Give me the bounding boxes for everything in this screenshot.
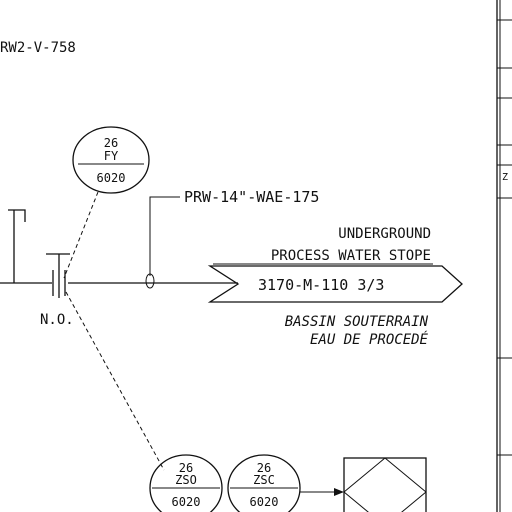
left-bracket-symbol (8, 209, 26, 222)
zso-letters: ZSO (175, 473, 197, 487)
zso-signal-line (65, 291, 165, 471)
zsc-number: 26 (257, 461, 271, 475)
instrument-bubble-zsc[interactable]: 26 ZSC 6020 (227, 454, 301, 512)
destination-fr-line1: BASSIN SOUTERRAIN (285, 314, 429, 330)
pipe-tag: PRW-14"-WAE-175 (184, 188, 319, 206)
zsc-loop: 6020 (250, 495, 279, 509)
fy-signal-line (63, 191, 99, 279)
offpage-reference: 3170-M-110 3/3 (258, 276, 384, 294)
instrument-bubble-fy[interactable]: 26 FY 6020 (72, 126, 150, 194)
fy-letters: FY (104, 149, 119, 163)
valve-symbol[interactable] (46, 253, 70, 298)
fy-number: 26 (104, 136, 118, 150)
destination-line1: UNDERGROUND (338, 226, 431, 242)
pipe-tag-leader-node (145, 273, 155, 289)
zsc-letters: ZSC (253, 473, 275, 487)
zso-loop: 6020 (172, 495, 201, 509)
destination-fr-line2: EAU DE PROCEDÉ (310, 331, 429, 348)
logic-box[interactable] (343, 457, 427, 512)
fy-loop: 6020 (97, 171, 126, 185)
title-block-border (496, 0, 512, 512)
instrument-bubble-zso[interactable]: 26 ZSO 6020 (149, 454, 223, 512)
destination-line2: PROCESS WATER STOPE (271, 248, 431, 264)
pipe-tag-leader (149, 196, 180, 276)
connection-arrow (334, 488, 344, 496)
offpage-connector[interactable] (207, 265, 463, 303)
top-line-tag: RW2-V-758 (0, 40, 76, 56)
side-fragment: Z (502, 172, 508, 183)
valve-state-label: N.O. (40, 312, 74, 328)
zso-number: 26 (179, 461, 193, 475)
